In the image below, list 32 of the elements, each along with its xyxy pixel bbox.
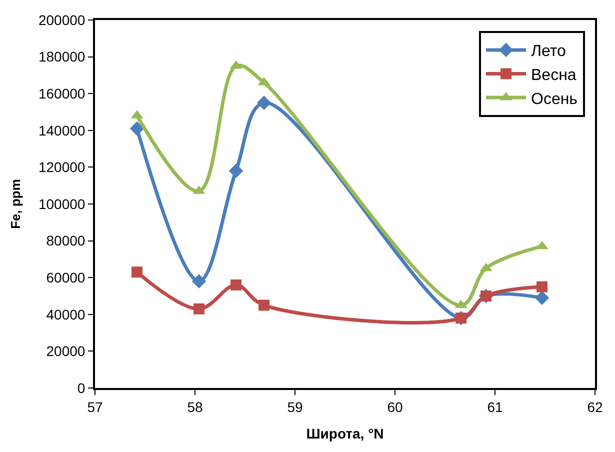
point [192,274,206,288]
legend-label: Осень [531,90,578,108]
x-tick-label: 59 [287,398,303,415]
point [130,121,144,136]
x-tick-label: 62 [587,398,603,415]
point [132,266,142,278]
x-tick-label: 58 [187,398,203,415]
point [536,281,548,292]
y-tick-label: 200000 [38,12,86,28]
point [194,303,204,314]
y-tick-label: 140000 [38,122,86,138]
y-tick-label: 100000 [38,196,86,212]
point [228,164,244,178]
y-tick-label: 120000 [38,159,86,176]
point [230,279,242,290]
x-tick-label: 61 [487,398,503,415]
point [258,300,270,311]
legend-label: Лето [531,43,566,60]
y-tick-label: 60000 [46,270,86,286]
y-tick-label: 20000 [46,343,86,360]
y-tick-label: 40000 [46,306,86,322]
point [534,290,550,305]
y-tick-label: 180000 [38,48,86,65]
y-axis-title: Fe, ppm [8,179,23,229]
x-tick-label: 60 [387,398,403,415]
x-tick-label: 57 [87,398,103,415]
point [256,96,272,110]
x-axis-title: Широта, °N [306,426,384,442]
y-tick-label: 0 [77,380,86,396]
y-tick-label: 80000 [46,232,86,249]
legend-label: Весна [531,66,576,84]
y-tick-label: 160000 [38,86,86,102]
